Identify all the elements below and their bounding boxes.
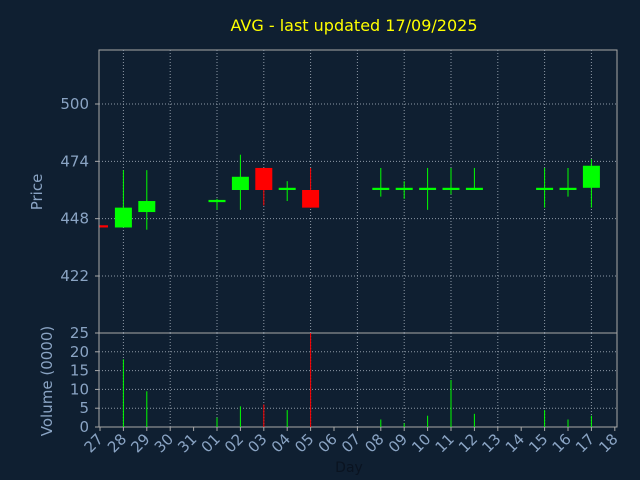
- day-tick-label: 10: [408, 430, 434, 456]
- day-x-ticks: 2728293031010203040506070809101112131415…: [81, 427, 622, 456]
- candle-body: [231, 176, 249, 190]
- price-panel-frame: [98, 49, 618, 334]
- day-tick-label: 29: [127, 430, 153, 456]
- candle-body: [395, 187, 413, 190]
- volume-panel-frame: [98, 332, 618, 428]
- day-tick-label: 28: [104, 430, 130, 456]
- chart-title: AVG - last updated 17/09/2025: [231, 16, 478, 35]
- day-tick-label: 04: [268, 430, 294, 456]
- day-tick-label: 01: [198, 430, 224, 456]
- day-tick-label: 15: [525, 430, 551, 456]
- price-tick-label: 448: [60, 210, 89, 228]
- price-tick-label: 474: [60, 152, 89, 170]
- candle-body: [302, 190, 320, 208]
- volume-tick-label: 5: [79, 399, 89, 417]
- day-tick-label: 08: [361, 430, 387, 456]
- day-tick-label: 30: [151, 430, 177, 456]
- candle-body: [100, 225, 108, 228]
- candle-body: [419, 187, 437, 190]
- candle-body: [138, 201, 156, 213]
- day-tick-label: 05: [291, 430, 317, 456]
- day-tick-label: 11: [432, 430, 458, 456]
- price-y-ticks: 422 448 474 500: [60, 95, 99, 285]
- candle-body: [278, 187, 296, 190]
- candle-body: [582, 165, 600, 188]
- day-tick-label: 14: [502, 430, 528, 456]
- candle-body: [536, 187, 554, 190]
- candle-body: [559, 187, 577, 190]
- day-tick-label: 13: [478, 430, 504, 456]
- volume-axis-label: Volume (0000): [38, 326, 56, 436]
- volume-bars: [122, 333, 592, 427]
- candle-body: [255, 167, 273, 190]
- day-axis-label: Day: [335, 460, 363, 476]
- day-tick-label: 07: [338, 430, 364, 456]
- day-tick-label: 03: [244, 430, 270, 456]
- day-tick-label: 16: [549, 430, 575, 456]
- volume-tick-label: 0: [79, 418, 89, 436]
- day-tick-label: 18: [595, 430, 621, 456]
- candle-body: [372, 187, 390, 190]
- volume-tick-label: 20: [70, 343, 89, 361]
- volume-tick-label: 25: [70, 324, 89, 342]
- day-tick-label: 09: [385, 430, 411, 456]
- candle-body: [114, 207, 132, 228]
- candle-body: [465, 187, 483, 190]
- grid-layer: [99, 50, 617, 427]
- day-tick-label: 12: [455, 430, 481, 456]
- price-tick-label: 500: [60, 95, 89, 113]
- price-axis-label: Price: [28, 174, 46, 211]
- day-tick-label: 06: [315, 430, 341, 456]
- candle-body: [208, 199, 226, 203]
- volume-tick-label: 10: [70, 380, 89, 398]
- day-tick-label: 31: [174, 430, 200, 456]
- day-tick-label: 02: [221, 430, 247, 456]
- candle-body: [442, 187, 460, 190]
- candlestick-series: [99, 154, 600, 230]
- day-tick-label: 17: [572, 430, 598, 456]
- price-tick-label: 422: [60, 267, 89, 285]
- volume-tick-label: 15: [70, 362, 89, 380]
